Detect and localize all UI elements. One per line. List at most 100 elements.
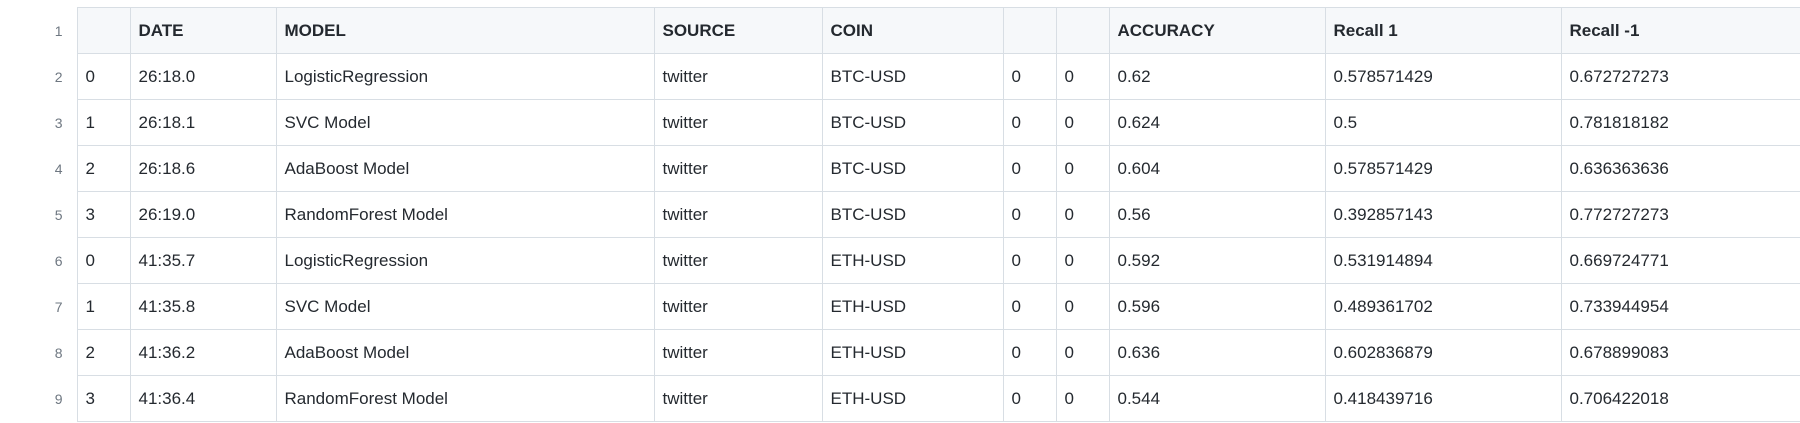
cell-coin: BTC-USD xyxy=(821,99,1004,146)
cell-recall-minus-1: 0.733944954 xyxy=(1560,283,1800,330)
column-header-unnamed-1 xyxy=(1002,7,1057,54)
cell-accuracy: 0.62 xyxy=(1108,53,1326,100)
cell-date: 26:19.0 xyxy=(129,191,277,238)
cell-unnamed-2: 0 xyxy=(1055,145,1110,192)
cell-recall-1: 0.418439716 xyxy=(1324,375,1562,422)
column-header-accuracy: ACCURACY xyxy=(1108,7,1326,54)
table-row: 7 1 41:35.8 SVC Model twitter ETH-USD 0 0 0.596 0… xyxy=(0,283,1800,330)
cell-model: RandomForest Model xyxy=(275,191,655,238)
cell-index: 2 xyxy=(76,329,131,376)
line-number[interactable]: 4 xyxy=(0,145,78,192)
cell-unnamed-1: 0 xyxy=(1002,99,1057,146)
cell-recall-minus-1: 0.669724771 xyxy=(1560,237,1800,284)
table-row: 9 3 41:36.4 RandomForest Model twitter ETH-US… xyxy=(0,375,1800,422)
cell-recall-minus-1: 0.636363636 xyxy=(1560,145,1800,192)
table-row: 5 3 26:19.0 RandomForest Model twitter BTC-US… xyxy=(0,191,1800,238)
cell-unnamed-1: 0 xyxy=(1002,375,1057,422)
cell-index: 2 xyxy=(76,145,131,192)
cell-index: 3 xyxy=(76,375,131,422)
cell-recall-1: 0.489361702 xyxy=(1324,283,1562,330)
cell-unnamed-1: 0 xyxy=(1002,191,1057,238)
line-number[interactable]: 3 xyxy=(0,99,78,146)
cell-index: 0 xyxy=(76,53,131,100)
cell-source: twitter xyxy=(653,237,823,284)
cell-date: 41:36.2 xyxy=(129,329,277,376)
cell-unnamed-1: 0 xyxy=(1002,329,1057,376)
table-row: 3 1 26:18.1 SVC Model twitter BTC-USD 0 0 0.624 0… xyxy=(0,99,1800,146)
column-header-date: DATE xyxy=(129,7,277,54)
column-header-recall-1: Recall 1 xyxy=(1324,7,1562,54)
cell-source: twitter xyxy=(653,329,823,376)
cell-unnamed-2: 0 xyxy=(1055,375,1110,422)
cell-date: 26:18.0 xyxy=(129,53,277,100)
cell-accuracy: 0.624 xyxy=(1108,99,1326,146)
cell-recall-1: 0.602836879 xyxy=(1324,329,1562,376)
cell-accuracy: 0.596 xyxy=(1108,283,1326,330)
cell-source: twitter xyxy=(653,283,823,330)
line-number[interactable]: 7 xyxy=(0,283,78,330)
line-number[interactable]: 1 xyxy=(0,7,78,54)
cell-source: twitter xyxy=(653,375,823,422)
cell-recall-minus-1: 0.772727273 xyxy=(1560,191,1800,238)
cell-unnamed-1: 0 xyxy=(1002,53,1057,100)
cell-recall-1: 0.578571429 xyxy=(1324,53,1562,100)
cell-coin: BTC-USD xyxy=(821,53,1004,100)
cell-unnamed-2: 0 xyxy=(1055,329,1110,376)
table-row: 2 0 26:18.0 LogisticRegression twitter BTC-US… xyxy=(0,53,1800,100)
table-row: 8 2 41:36.2 AdaBoost Model twitter ETH-USD 0 0 0… xyxy=(0,329,1800,376)
cell-unnamed-2: 0 xyxy=(1055,283,1110,330)
line-number[interactable]: 6 xyxy=(0,237,78,284)
cell-unnamed-1: 0 xyxy=(1002,237,1057,284)
cell-accuracy: 0.592 xyxy=(1108,237,1326,284)
cell-date: 41:36.4 xyxy=(129,375,277,422)
cell-date: 41:35.7 xyxy=(129,237,277,284)
cell-coin: ETH-USD xyxy=(821,283,1004,330)
cell-source: twitter xyxy=(653,191,823,238)
cell-coin: ETH-USD xyxy=(821,237,1004,284)
column-header-model: MODEL xyxy=(275,7,655,54)
cell-source: twitter xyxy=(653,53,823,100)
table-row: 4 2 26:18.6 AdaBoost Model twitter BTC-USD 0 0 0… xyxy=(0,145,1800,192)
cell-source: twitter xyxy=(653,145,823,192)
column-header-index xyxy=(76,7,131,54)
cell-date: 26:18.1 xyxy=(129,99,277,146)
cell-recall-1: 0.578571429 xyxy=(1324,145,1562,192)
cell-model: SVC Model xyxy=(275,99,655,146)
column-header-coin: COIN xyxy=(821,7,1004,54)
cell-source: twitter xyxy=(653,99,823,146)
cell-model: AdaBoost Model xyxy=(275,145,655,192)
cell-recall-minus-1: 0.781818182 xyxy=(1560,99,1800,146)
column-header-recall-minus-1: Recall -1 xyxy=(1560,7,1800,54)
line-number[interactable]: 2 xyxy=(0,53,78,100)
table-row: 6 0 41:35.7 LogisticRegression twitter ETH-US… xyxy=(0,237,1800,284)
cell-model: SVC Model xyxy=(275,283,655,330)
cell-accuracy: 0.56 xyxy=(1108,191,1326,238)
cell-index: 3 xyxy=(76,191,131,238)
line-number[interactable]: 5 xyxy=(0,191,78,238)
cell-recall-minus-1: 0.672727273 xyxy=(1560,53,1800,100)
cell-unnamed-2: 0 xyxy=(1055,53,1110,100)
table-body: 2 0 26:18.0 LogisticRegression twitter BTC-US… xyxy=(0,53,1800,422)
cell-unnamed-1: 0 xyxy=(1002,283,1057,330)
cell-unnamed-2: 0 xyxy=(1055,99,1110,146)
cell-recall-1: 0.392857143 xyxy=(1324,191,1562,238)
cell-recall-minus-1: 0.678899083 xyxy=(1560,329,1800,376)
cell-unnamed-2: 0 xyxy=(1055,191,1110,238)
cell-recall-minus-1: 0.706422018 xyxy=(1560,375,1800,422)
cell-recall-1: 0.531914894 xyxy=(1324,237,1562,284)
line-number[interactable]: 8 xyxy=(0,329,78,376)
cell-coin: ETH-USD xyxy=(821,375,1004,422)
cell-model: LogisticRegression xyxy=(275,53,655,100)
cell-model: RandomForest Model xyxy=(275,375,655,422)
cell-index: 1 xyxy=(76,99,131,146)
cell-coin: BTC-USD xyxy=(821,191,1004,238)
cell-accuracy: 0.544 xyxy=(1108,375,1326,422)
line-number[interactable]: 9 xyxy=(0,375,78,422)
data-table: 1 DATE MODEL SOURCE COIN ACCURACY Recall… xyxy=(0,7,1800,422)
cell-index: 1 xyxy=(76,283,131,330)
cell-unnamed-2: 0 xyxy=(1055,237,1110,284)
cell-accuracy: 0.636 xyxy=(1108,329,1326,376)
header-row: 1 DATE MODEL SOURCE COIN ACCURACY Recall… xyxy=(0,7,1800,54)
column-header-unnamed-2 xyxy=(1055,7,1110,54)
